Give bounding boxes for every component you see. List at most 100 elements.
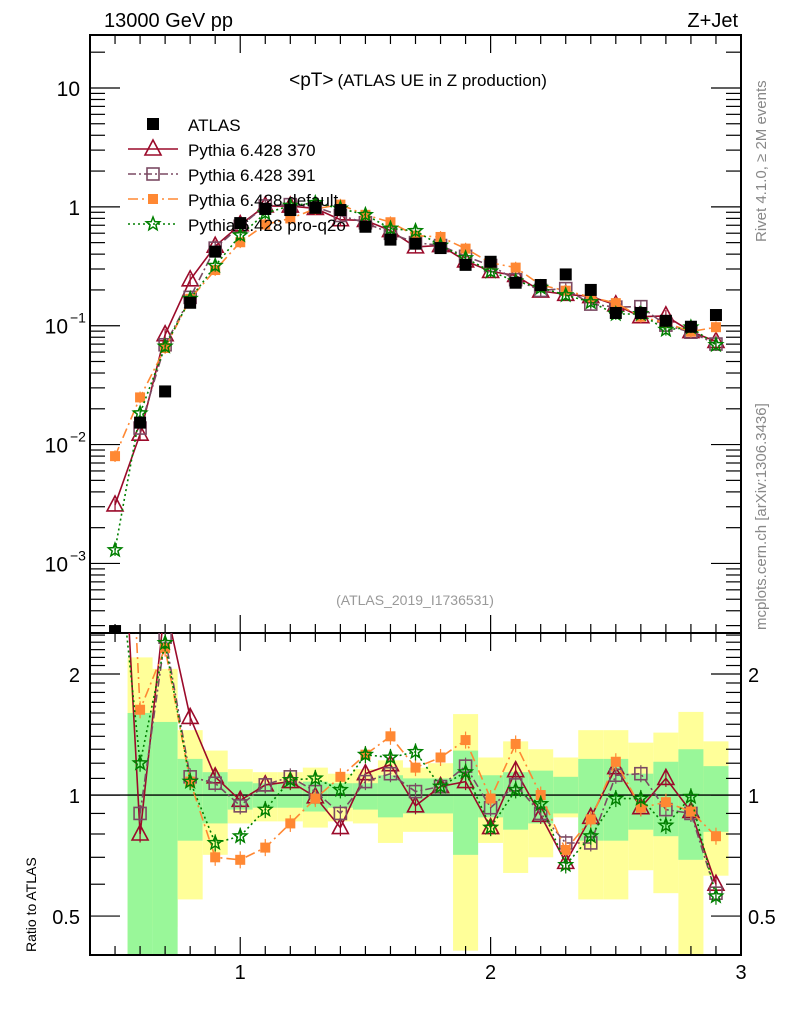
main-series xyxy=(105,193,726,633)
y-tick-label: 10 xyxy=(45,553,68,576)
legend-item: Pythia 6.428 pro-q2o xyxy=(128,214,346,235)
ratio-point-pythia-6-428-pro-q2o xyxy=(156,633,174,651)
ratio-point-pythia-6-428-default xyxy=(410,762,421,773)
point-pythia-6-428-pro-q2o xyxy=(131,404,149,421)
ratio-point-pythia-6-428-pro-q2o xyxy=(657,816,675,833)
point-pythia-6-428-370 xyxy=(331,208,350,227)
y-tick-label: 10 xyxy=(45,435,68,458)
point-atlas xyxy=(334,204,347,217)
point-pythia-6-428-pro-q2o xyxy=(657,320,675,338)
legend-marker xyxy=(146,167,160,181)
point-pythia-6-428-default xyxy=(285,213,296,224)
plot-title: <pT> (ATLAS UE in Z production) xyxy=(289,70,547,91)
ratio-point-pythia-6-428-391 xyxy=(208,776,222,791)
ratio-uncertainty-bands xyxy=(127,657,729,955)
legend-label: Pythia 6.428 pro-q2o xyxy=(188,216,346,235)
point-atlas xyxy=(359,220,372,233)
y-tick-label: 1 xyxy=(68,197,80,220)
ratio-point-pythia-6-428-370 xyxy=(180,706,200,725)
side-label-top: Rivet 4.1.0, ≥ 2M events xyxy=(753,80,770,242)
point-pythia-6-428-pro-q2o xyxy=(557,285,575,303)
legend: ATLAS Pythia 6.428 370 Pythia 6.428 391 Pyt… xyxy=(128,116,346,235)
ratio-point-pythia-6-428-default xyxy=(285,818,296,829)
point-pythia-6-428-default xyxy=(610,298,621,309)
ratio-point-pythia-6-428-default xyxy=(635,802,646,813)
point-pythia-6-428-default xyxy=(110,451,121,462)
ratio-point-pythia-6-428-pro-q2o xyxy=(632,789,650,806)
ratio-point-pythia-6-428-391 xyxy=(133,806,147,821)
ratio-point-pythia-6-428-default xyxy=(685,806,696,817)
legend-label: ATLAS xyxy=(188,116,241,135)
y-tick-label-exponent: −1 xyxy=(70,310,86,326)
ratio-y-tick-label-right: 2 xyxy=(748,665,759,687)
title-main: <pT> xyxy=(289,70,333,91)
point-pythia-6-428-default xyxy=(135,392,146,403)
ratio-ylabel: Ratio to ATLAS xyxy=(23,857,39,952)
legend-marker xyxy=(143,138,163,156)
header-left: 13000 GeV pp xyxy=(104,10,233,32)
point-pythia-6-428-pro-q2o xyxy=(406,221,425,239)
legend-item: Pythia 6.428 391 xyxy=(128,166,316,185)
point-atlas xyxy=(559,268,572,281)
ratio-point-pythia-6-428-pro-q2o xyxy=(356,745,375,763)
ratio-point-pythia-6-428-391 xyxy=(408,784,423,799)
title-sub: (ATLAS UE in Z production) xyxy=(337,71,546,90)
ratio-y-tick-label-right: 0.5 xyxy=(748,907,776,929)
ratio-point-pythia-6-428-pro-q2o xyxy=(306,769,325,786)
ratio-series xyxy=(125,594,726,905)
ratio-point-pythia-6-428-pro-q2o xyxy=(506,780,525,798)
legend-label: Pythia 6.428 default xyxy=(188,191,339,210)
legend-item: Pythia 6.428 default xyxy=(128,191,339,210)
ratio-point-pythia-6-428-default xyxy=(335,771,346,782)
ratio-y-tick-label: 1 xyxy=(69,786,80,808)
ratio-point-pythia-6-428-391 xyxy=(258,778,273,792)
point-pythia-6-428-pro-q2o xyxy=(481,262,500,279)
ratio-point-pythia-6-428-pro-q2o xyxy=(406,742,425,760)
ratio-point-pythia-6-428-370 xyxy=(130,823,150,841)
point-atlas xyxy=(484,255,497,268)
ratio-point-pythia-6-428-default xyxy=(510,738,521,749)
point-pythia-6-428-pro-q2o xyxy=(707,335,725,353)
point-pythia-6-428-default xyxy=(710,322,721,333)
ratio-point-pythia-6-428-391 xyxy=(358,774,373,789)
line-pythia-6-428-391 xyxy=(139,203,717,429)
point-pythia-6-428-pro-q2o xyxy=(582,292,600,310)
legend-marker xyxy=(148,194,158,204)
point-atlas xyxy=(159,385,172,398)
point-atlas xyxy=(259,202,272,215)
ratio-point-pythia-6-428-pro-q2o xyxy=(206,833,224,851)
point-atlas xyxy=(659,314,672,327)
band-stat xyxy=(377,775,403,818)
x-tick-label: 3 xyxy=(735,962,746,984)
point-pythia-6-428-default xyxy=(260,219,271,230)
ratio-point-pythia-6-428-370 xyxy=(157,594,173,609)
ratio-y-tick-label: 0.5 xyxy=(52,907,80,929)
point-pythia-6-428-pro-q2o xyxy=(231,226,249,243)
point-atlas xyxy=(184,296,197,309)
ratio-point-pythia-6-428-default xyxy=(660,797,671,808)
point-pythia-6-428-default xyxy=(235,237,246,248)
ratio-point-pythia-6-428-default xyxy=(310,793,321,804)
point-pythia-6-428-370 xyxy=(105,494,125,512)
point-pythia-6-428-370 xyxy=(180,269,200,287)
y-tick-label: 10 xyxy=(45,316,68,339)
ratio-point-pythia-6-428-default xyxy=(135,704,146,715)
side-label-bottom: mcplots.cern.ch [arXiv:1306.3436] xyxy=(753,403,770,630)
ratio-point-pythia-6-428-pro-q2o xyxy=(331,780,350,798)
point-atlas xyxy=(209,245,222,258)
legend-marker xyxy=(144,214,162,232)
point-atlas xyxy=(534,279,547,292)
ratio-point-pythia-6-428-default xyxy=(235,854,246,865)
ratio-point-pythia-6-428-pro-q2o xyxy=(707,887,725,904)
ratio-y-tick-label: 2 xyxy=(69,665,80,687)
ratio-point-pythia-6-428-pro-q2o xyxy=(431,777,450,794)
ratio-point-pythia-6-428-pro-q2o xyxy=(181,772,199,790)
point-atlas xyxy=(584,283,597,296)
ratio-y-tick-label-right: 1 xyxy=(748,786,759,808)
band-stat xyxy=(703,766,729,832)
point-atlas xyxy=(309,201,322,214)
ratio-point-pythia-6-428-391 xyxy=(383,766,398,781)
y-tick-label-exponent: −2 xyxy=(70,429,86,445)
point-atlas xyxy=(109,625,122,633)
